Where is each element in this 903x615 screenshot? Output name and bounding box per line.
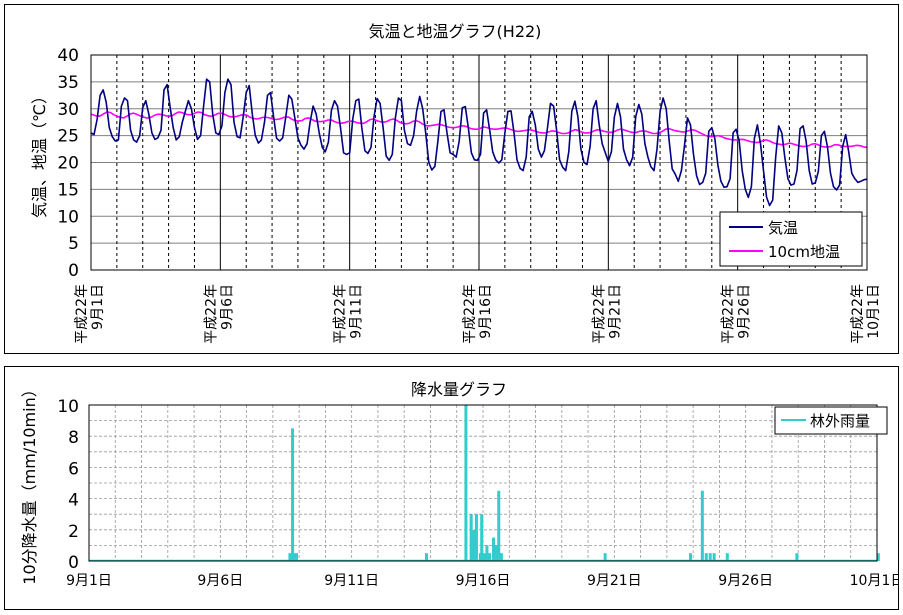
temperature-y-tick-label: 40 [57, 46, 79, 66]
precipitation-y-tick-label: 8 [68, 428, 79, 448]
temperature-x-ticks: 平成22年 9月1日 平成22年 9月6日 平成22年 9月11日 平成22年 9月16日 平成… [74, 284, 882, 344]
precipitation-x-ticks: 9月1日 9月6日 9月11日 9月16日 9月21日 9月26日 10月1日 [66, 573, 903, 589]
precipitation-bar [485, 545, 489, 561]
precipitation-bar [291, 428, 295, 561]
temperature-y-tick-label: 15 [57, 180, 79, 200]
precipitation-y-axis-label: 10分降水量（mm/10min） [20, 381, 39, 584]
precipitation-bar [876, 553, 880, 561]
temperature-y-tick-label: 30 [57, 100, 79, 120]
precipitation-y-tick-label: 4 [68, 491, 79, 511]
temperature-x-tick-label: 平成22年 9月11日 [333, 284, 365, 344]
precipitation-bar [795, 553, 799, 561]
precipitation-y-tick-label: 0 [68, 553, 79, 573]
temperature-x-tick-line: 平成22年 [333, 284, 349, 344]
temperature-x-tick-line: 9月11日 [349, 284, 365, 339]
precipitation-chart: 降水量グラフ 10分降水量（mm/10min） 0 2 4 6 8 10 9月1日 9月6日… [20, 380, 903, 589]
temperature-legend: 気温 10cm地温 [719, 211, 863, 267]
precipitation-bar [492, 537, 496, 561]
temperature-x-tick-label: 平成22年 9月21日 [591, 284, 623, 344]
precipitation-gridlines [89, 405, 877, 561]
precipitation-legend: 林外雨量 [774, 406, 888, 435]
precipitation-bar [292, 553, 296, 561]
temperature-plot-area [90, 54, 868, 271]
precipitation-bar [482, 553, 486, 561]
precipitation-x-tick-label: 9月21日 [587, 573, 642, 589]
legend-label-soil-temp: 10cm地温 [768, 243, 840, 261]
precipitation-y-ticks: 0 2 4 6 8 10 [57, 397, 79, 573]
temperature-x-tick-line: 平成22年 [850, 284, 866, 344]
precipitation-bar [480, 514, 484, 561]
temperature-x-tick-line: 平成22年 [462, 284, 478, 344]
precipitation-bar [689, 553, 693, 561]
temperature-x-tick-line: 平成22年 [591, 284, 607, 344]
temperature-x-tick-line: 9月6日 [219, 284, 235, 330]
precipitation-x-tick-label: 10月1日 [850, 573, 898, 589]
precipitation-bar [700, 490, 704, 561]
temperature-chart-panel: 気温と地温グラフ(H22) 気温、地温（℃） 0 5 10 15 20 25 30 35 40 … [4, 4, 899, 354]
temperature-x-tick-line: 9月21日 [607, 284, 623, 339]
precipitation-y-tick-label: 6 [68, 459, 79, 479]
precipitation-bar [708, 553, 712, 561]
temperature-x-tick-label: 平成22年 9月1日 [74, 284, 106, 344]
precipitation-bar [497, 490, 501, 561]
temperature-x-tick-label: 平成22年 9月6日 [203, 284, 235, 344]
precipitation-y-tick-label: 10 [57, 397, 79, 417]
temperature-gridlines [91, 55, 867, 270]
temperature-y-tick-label: 10 [57, 207, 79, 227]
temperature-y-tick-label: 0 [68, 261, 79, 281]
temperature-x-tick-line: 9月16日 [478, 284, 494, 339]
temperature-x-tick-label: 平成22年 9月26日 [721, 284, 753, 344]
temperature-x-tick-line: 10月1日 [866, 284, 882, 339]
temperature-y-tick-label: 5 [68, 234, 79, 254]
temperature-legend-box [719, 211, 863, 267]
precipitation-chart-panel: 降水量グラフ 10分降水量（mm/10min） 0 2 4 6 8 10 9月1日 9月6日… [4, 366, 903, 610]
precipitation-bar [469, 514, 473, 561]
precipitation-x-tick-label: 9月6日 [197, 573, 243, 589]
precipitation-bar [425, 553, 429, 561]
temperature-y-tick-label: 35 [57, 73, 79, 93]
temperature-x-tick-label: 平成22年 10月1日 [850, 284, 882, 344]
precipitation-bar [704, 553, 708, 561]
temperature-series-line [90, 111, 868, 149]
precipitation-bar [494, 545, 498, 561]
temperature-y-axis-label: 気温、地温（℃） [30, 88, 49, 218]
legend-label-air-temp: 気温 [768, 219, 798, 237]
temperature-x-tick-line: 平成22年 [721, 284, 737, 344]
precipitation-bar [464, 405, 468, 561]
precipitation-bar [725, 553, 729, 561]
precipitation-y-tick-label: 2 [68, 522, 79, 542]
temperature-y-tick-label: 25 [57, 127, 79, 147]
precipitation-bar [474, 514, 478, 561]
precipitation-bar [288, 553, 292, 561]
temperature-series-line [90, 78, 868, 207]
precipitation-bar [712, 553, 716, 561]
temperature-x-tick-line: 平成22年 [74, 284, 90, 344]
precipitation-bar [295, 553, 299, 561]
temperature-chart-title: 気温と地温グラフ(H22) [369, 22, 542, 41]
legend-label-rainfall: 林外雨量 [810, 412, 870, 430]
precipitation-bar [499, 553, 503, 561]
temperature-x-tick-label: 平成22年 9月16日 [462, 284, 494, 344]
precipitation-x-tick-label: 9月1日 [66, 573, 112, 589]
temperature-chart: 気温と地温グラフ(H22) 気温、地温（℃） 0510152025303540 … [30, 22, 882, 344]
precipitation-bar [488, 553, 492, 561]
temperature-y-ticks: 0 5 10 15 20 25 30 35 40 [57, 46, 79, 281]
temperature-y-tick-label: 20 [57, 154, 79, 174]
precipitation-plot-area [88, 404, 878, 562]
precipitation-x-tick-label: 9月26日 [718, 573, 773, 589]
precipitation-bar [472, 529, 476, 561]
temperature-series-group [90, 78, 868, 207]
temperature-x-tick-line: 平成22年 [203, 284, 219, 344]
temperature-x-tick-line: 9月26日 [737, 284, 753, 339]
precipitation-bar [603, 553, 607, 561]
temperature-x-tick-line: 9月1日 [90, 284, 106, 330]
precipitation-x-tick-label: 9月11日 [324, 573, 379, 589]
precipitation-x-tick-label: 9月16日 [456, 573, 511, 589]
precipitation-chart-title: 降水量グラフ [411, 380, 507, 399]
